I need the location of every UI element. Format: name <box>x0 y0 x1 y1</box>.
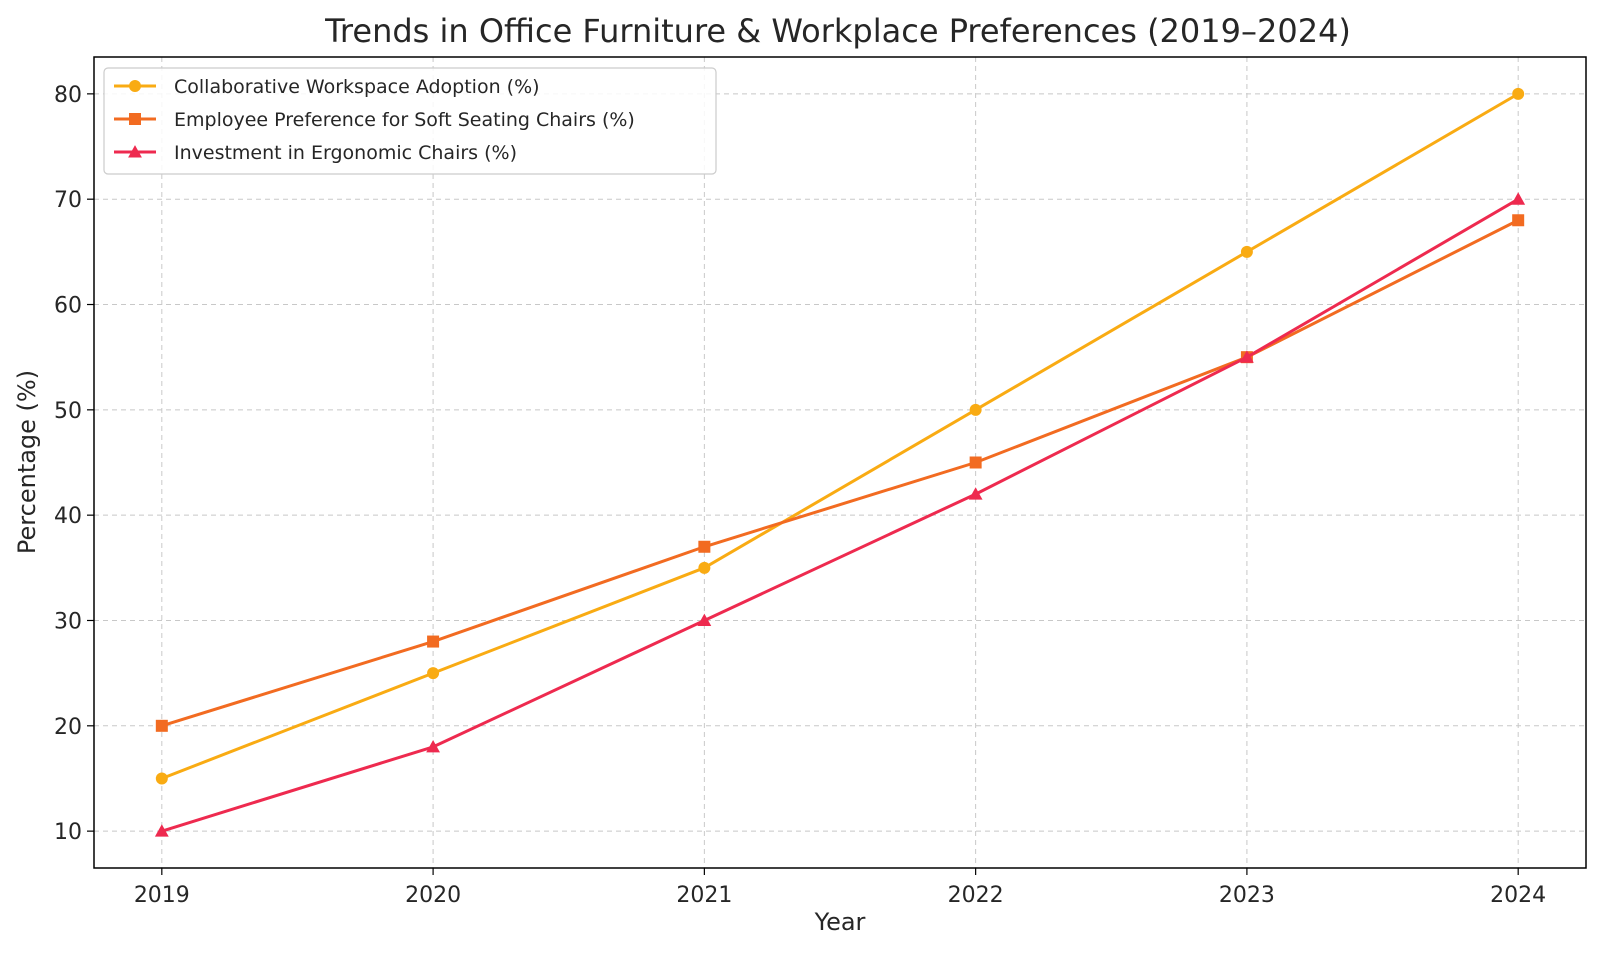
y-tick-label: 40 <box>54 504 82 529</box>
y-tick-label: 10 <box>54 820 82 845</box>
series-3 <box>154 192 1526 837</box>
y-axis-label: Percentage (%) <box>13 370 41 554</box>
series-2 <box>155 214 1525 732</box>
data-point-triangle <box>154 824 169 837</box>
data-point-circle <box>698 561 711 574</box>
data-point-square <box>155 719 168 732</box>
data-point-circle <box>1512 87 1525 100</box>
x-axis-label: Year <box>814 908 866 936</box>
legend-label: Investment in Ergonomic Chairs (%) <box>174 142 517 164</box>
chart-title: Trends in Office Furniture & Workplace P… <box>324 12 1351 50</box>
x-tick-label: 2023 <box>1219 883 1275 908</box>
data-point-triangle <box>426 739 440 753</box>
y-tick-label: 70 <box>54 188 82 213</box>
data-point-square <box>969 456 982 469</box>
legend-entry: Collaborative Workspace Adoption (%) <box>114 76 540 98</box>
y-tick-label: 80 <box>54 83 82 108</box>
series-line <box>161 218 1519 728</box>
series-1 <box>155 87 1525 785</box>
legend: Collaborative Workspace Adoption (%) Empl… <box>103 67 717 175</box>
legend-entry: Investment in Ergonomic Chairs (%) <box>114 142 517 164</box>
y-tick-label: 20 <box>54 715 82 740</box>
y-tick-label: 30 <box>54 609 82 634</box>
data-point-circle <box>155 772 168 785</box>
y-tick-label: 50 <box>54 399 82 424</box>
data-point-square <box>1512 214 1525 227</box>
data-point-triangle <box>1240 350 1254 363</box>
data-point-circle <box>129 80 141 92</box>
legend-label: Employee Preference for Soft Seating Cha… <box>174 109 635 131</box>
data-point-square <box>427 635 440 648</box>
x-tick-label: 2019 <box>134 883 190 908</box>
tick-labels: 2019 2020 2021 2022 2023 2024 10 20 30 40 50 60 70 80 <box>54 83 1546 908</box>
x-tick-label: 2020 <box>405 883 461 908</box>
x-tick-label: 2021 <box>676 883 732 908</box>
y-tick-label: 60 <box>54 294 82 319</box>
plot-frame <box>93 56 1587 869</box>
data-point-triangle <box>1511 192 1526 205</box>
axes <box>87 56 1587 875</box>
legend-label: Collaborative Workspace Adoption (%) <box>174 76 540 98</box>
x-tick-label: 2022 <box>948 883 1004 908</box>
x-tick-label: 2024 <box>1490 883 1546 908</box>
series-line <box>161 197 1519 833</box>
series <box>154 87 1526 837</box>
data-point-square <box>698 540 711 553</box>
data-point-circle <box>427 667 440 680</box>
legend-entry: Employee Preference for Soft Seating Cha… <box>114 109 635 131</box>
data-point-circle <box>969 403 982 416</box>
data-point-square <box>129 113 141 125</box>
legend-box <box>103 67 717 175</box>
data-point-triangle <box>128 145 142 158</box>
data-point-circle <box>1240 245 1253 258</box>
grid <box>94 57 1586 868</box>
data-point-triangle <box>968 487 983 500</box>
data-point-triangle <box>697 613 712 627</box>
series-line <box>161 92 1519 780</box>
